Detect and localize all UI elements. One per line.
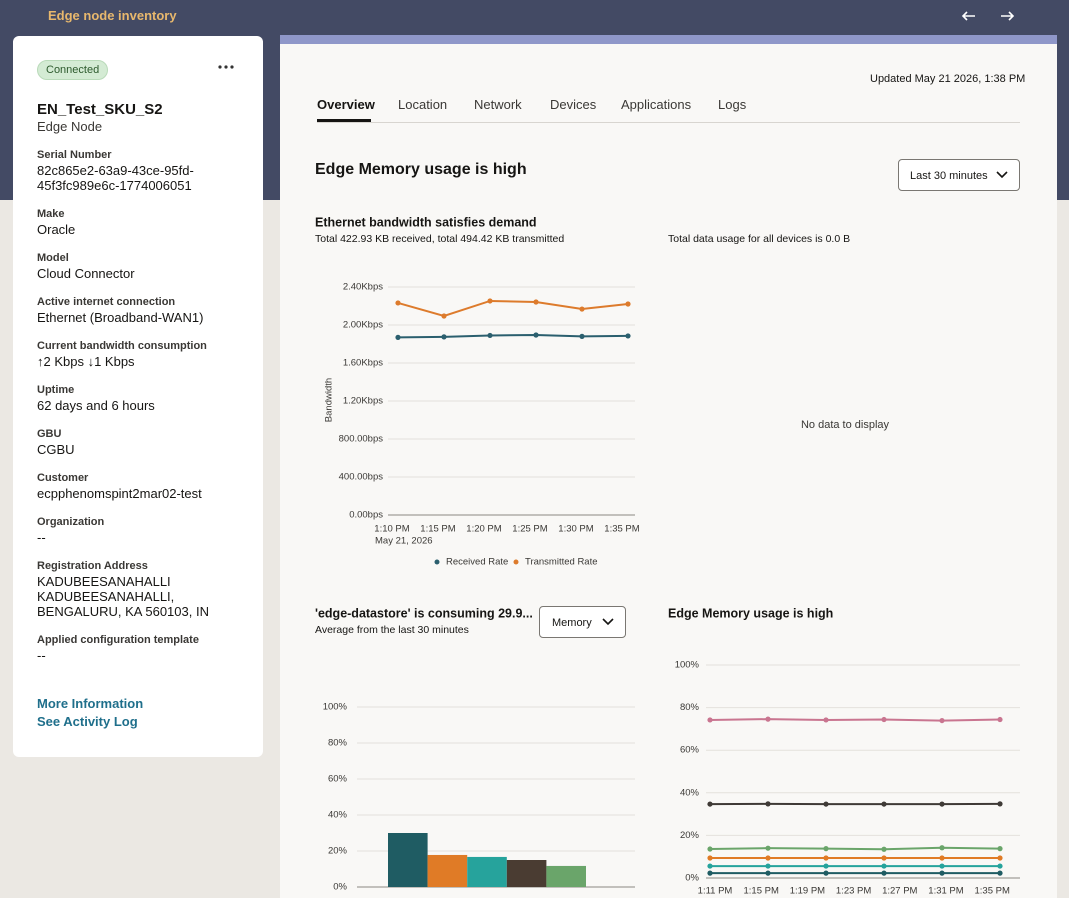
tab[interactable]: Location [398, 97, 448, 112]
app-title: Edge node inventory [48, 8, 177, 23]
field-label: Current bandwidth consumption [37, 340, 207, 352]
field-label: Active internet connection [37, 296, 176, 308]
tab[interactable]: Logs [718, 97, 747, 112]
field-label: Applied configuration template [37, 634, 199, 646]
field-value: -- [37, 648, 46, 663]
link[interactable]: See Activity Log [37, 714, 138, 729]
metric-select-text: Memory [552, 617, 592, 629]
range-select-text: Last 30 minutes [910, 170, 988, 182]
field-value: 82c865e2-63a9-43ce-95fd-45f3fc989e6c-177… [37, 163, 194, 193]
field-label: Serial Number [37, 149, 112, 161]
field-label: Customer [37, 472, 89, 484]
tab[interactable]: Devices [550, 97, 597, 112]
field-value: Cloud Connector [37, 266, 135, 281]
chevron [996, 171, 1008, 179]
field-list: Serial Number 82c865e2-63a9-43ce-95fd-45f… [37, 148, 239, 663]
field-label: Make [37, 208, 65, 220]
updated-text: Updated May 21 2026, 1:38 PM [870, 73, 1026, 85]
forward-arrow[interactable] [1001, 11, 1015, 21]
metric-select[interactable]: Memory [539, 606, 626, 638]
more-menu[interactable] [218, 64, 234, 70]
back-arrow[interactable] [961, 11, 975, 21]
field-value: 62 days and 6 hours [37, 398, 155, 413]
field-value: CGBU [37, 442, 75, 457]
node-type: Edge Node [37, 119, 103, 134]
tab[interactable]: Applications [621, 97, 692, 112]
field-value: Oracle [37, 222, 76, 237]
field-label: GBU [37, 428, 62, 440]
tab[interactable]: Network [474, 97, 522, 112]
field-label: Uptime [37, 384, 75, 396]
field-label: Model [37, 252, 69, 264]
field-value: ↑2 Kbps ↓1 Kbps [37, 354, 135, 369]
field-value: ecpphenomspint2mar02-test [37, 486, 202, 501]
node-name: EN_Test_SKU_S2 [37, 101, 163, 118]
tab[interactable]: Overview [317, 97, 375, 112]
field-value: -- [37, 530, 46, 545]
link[interactable]: More Information [37, 696, 144, 711]
field-value: Ethernet (Broadband-WAN1) [37, 310, 204, 325]
tab-divider [317, 122, 1020, 123]
section-heading: Edge Memory usage is high [315, 161, 527, 178]
nav-arrows[interactable] [955, 6, 1020, 26]
field-value: KADUBEESANAHALLI KADUBEESANAHALLI, BENGA… [37, 574, 209, 619]
tab-indicator [317, 119, 371, 122]
field-label: Registration Address [37, 560, 148, 572]
field-label: Organization [37, 516, 105, 528]
chevron [602, 618, 614, 626]
link-list: More Information See Activity Log [37, 695, 239, 731]
node-card: Connected EN_Test_SKU_S2 Edge Node Seria… [13, 36, 263, 757]
status-pill: Connected [37, 60, 109, 80]
